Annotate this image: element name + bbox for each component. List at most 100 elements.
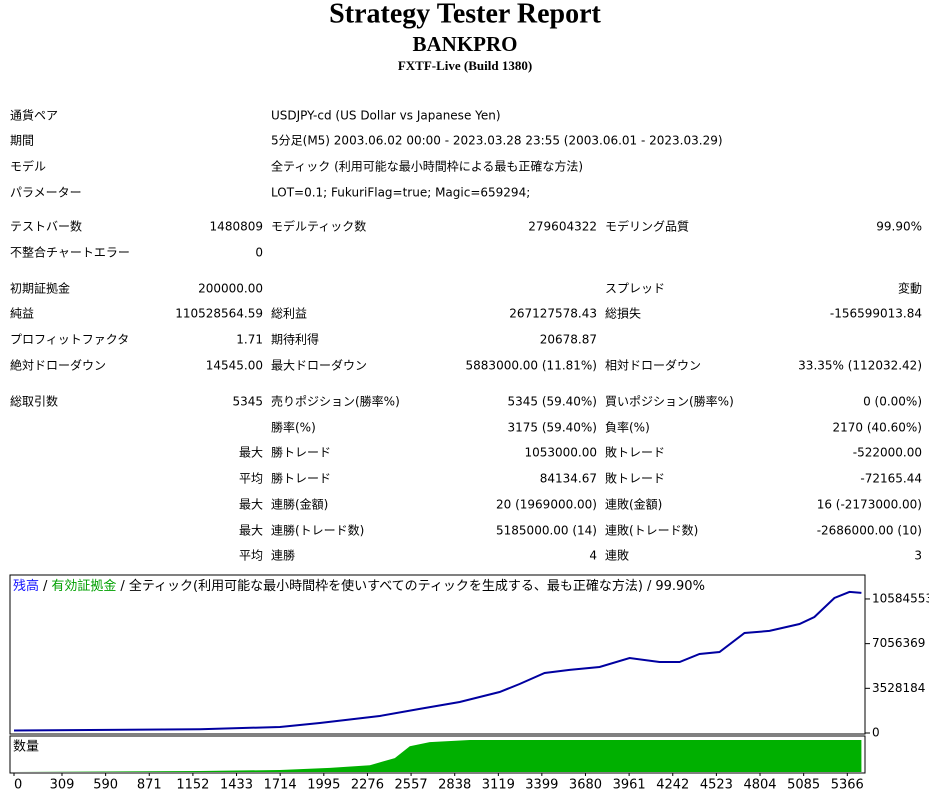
- x-tick-label: 4523: [700, 778, 733, 793]
- x-tick-label: 0: [14, 778, 22, 793]
- setting-label: モデル: [10, 159, 46, 174]
- stat-value: 33.35% (112032.42): [798, 359, 922, 373]
- x-tick-label: 3119: [482, 778, 515, 793]
- stat-label: 連勝: [271, 548, 295, 563]
- stat-value: 3: [914, 549, 922, 563]
- stat-value: 14545.00: [206, 359, 263, 373]
- legend-entry: 99.90%: [655, 579, 705, 594]
- stat-label: 総損失: [605, 306, 641, 321]
- x-tick-label: 5366: [831, 778, 864, 793]
- setting-value: 5分足(M5) 2003.06.02 00:00 - 2023.03.28 23…: [271, 134, 723, 148]
- stat-value: 20 (1969000.00): [496, 498, 597, 512]
- stat-label: 期待利得: [271, 332, 319, 347]
- stat-value: 267127578.43: [509, 307, 597, 321]
- stat-label: 総取引数: [10, 394, 58, 409]
- expert-name: BANKPRO: [413, 32, 518, 56]
- stat-value: 最大: [239, 524, 263, 538]
- stat-value: -2686000.00 (10): [817, 524, 922, 538]
- stat-value: 2170 (40.60%): [833, 421, 922, 435]
- stat-value: 3175 (59.40%): [508, 421, 597, 435]
- x-tick-label: 5085: [787, 778, 820, 793]
- stat-value: 0 (0.00%): [863, 395, 922, 409]
- stat-value: 110528564.59: [175, 307, 263, 321]
- chart-frame: [9, 574, 866, 735]
- x-tick-label: 3961: [613, 778, 646, 793]
- setting-label: 通貨ペア: [10, 108, 58, 123]
- x-tick-label: 3399: [525, 778, 558, 793]
- stat-label: 負率(%): [605, 420, 650, 435]
- stat-label: 初期証拠金: [10, 281, 70, 296]
- x-tick-label: 871: [137, 778, 162, 793]
- stat-label: 絶対ドローダウン: [10, 358, 106, 373]
- x-tick-label: 590: [93, 778, 118, 793]
- x-tick-label: 309: [50, 778, 75, 793]
- stat-value: -72165.44: [860, 472, 922, 486]
- stat-label: 総利益: [271, 307, 307, 321]
- stat-value: 1480809: [210, 220, 263, 234]
- setting-value: USDJPY-cd (US Dollar vs Japanese Yen): [271, 109, 501, 123]
- report-title: Strategy Tester Report: [329, 0, 601, 29]
- legend-separator: /: [647, 579, 652, 594]
- volume-label: 数量: [13, 740, 39, 755]
- x-tick-label: 4804: [743, 778, 776, 793]
- stat-value: 279604322: [528, 220, 597, 234]
- x-tick-label: 1995: [307, 778, 340, 793]
- stat-label: 連勝(金額): [271, 497, 328, 512]
- y-tick-label: 10584553: [872, 591, 929, 605]
- stat-value: -156599013.84: [830, 307, 922, 321]
- stat-label: 売りポジション(勝率%): [271, 394, 400, 409]
- setting-label: 期間: [10, 134, 34, 148]
- stat-label: 敗トレード: [605, 471, 665, 486]
- stat-value: 84134.67: [540, 472, 597, 486]
- stat-label: 勝トレード: [271, 471, 331, 486]
- legend: 残高 / 有効証拠金 / 全ティック(利用可能な最小時間枠を使いすべてのティックを生成す…: [13, 578, 705, 594]
- stat-value: 0: [255, 246, 263, 260]
- stat-value: 99.90%: [876, 220, 922, 234]
- x-tick-label: 2276: [351, 778, 384, 793]
- stat-value: 4: [589, 549, 597, 563]
- legend-entry: 全ティック(利用可能な最小時間枠を使いすべてのティックを生成する、最も正確な方法…: [129, 578, 643, 594]
- stat-label: テストバー数: [10, 219, 82, 234]
- stat-label: 連勝(トレード数): [271, 523, 364, 538]
- x-tick-label: 2838: [438, 778, 471, 793]
- stat-label: 勝トレード: [271, 445, 331, 460]
- stat-label: モデリング品質: [605, 219, 689, 234]
- stat-value: 最大: [239, 446, 263, 460]
- stat-value: -522000.00: [853, 446, 922, 460]
- y-tick-label: 0: [872, 726, 880, 740]
- balance-line: [13, 590, 862, 732]
- stat-value: 16 (-2173000.00): [817, 498, 922, 512]
- stat-label: 不整合チャートエラー: [10, 245, 130, 260]
- y-tick-label: 7056369: [872, 636, 925, 650]
- legend-entry: 残高: [13, 578, 39, 594]
- stat-label: 連敗: [605, 548, 629, 563]
- stat-label: 買いポジション(勝率%): [605, 394, 734, 409]
- stat-value: 5185000.00 (14): [496, 524, 597, 538]
- stat-label: プロフィットファクタ: [10, 333, 129, 347]
- stat-label: 連敗(金額): [605, 497, 662, 512]
- stat-value: 5345 (59.40%): [508, 395, 597, 409]
- x-tick-label: 1433: [220, 778, 253, 793]
- stat-value: 1.71: [236, 333, 263, 347]
- x-tick-label: 2557: [395, 778, 428, 793]
- x-tick-label: 3680: [569, 778, 602, 793]
- stat-label: 勝率(%): [271, 420, 316, 435]
- x-tick-label: 4242: [656, 778, 689, 793]
- stat-label: 最大ドローダウン: [271, 358, 367, 373]
- stat-value: 平均: [239, 472, 263, 486]
- volume-area: [14, 740, 862, 772]
- stat-value: 変動: [898, 281, 922, 296]
- stat-label: 純益: [10, 307, 34, 321]
- server-name: FXTF-Live (Build 1380): [398, 58, 532, 73]
- legend-separator: /: [120, 579, 125, 594]
- stat-value: 20678.87: [540, 333, 597, 347]
- setting-value: LOT=0.1; FukuriFlag=true; Magic=659294;: [271, 186, 530, 200]
- stat-value: 最大: [239, 498, 263, 512]
- setting-value: 全ティック (利用可能な最小時間枠による最も正確な方法): [271, 159, 583, 174]
- x-tick-label: 1714: [264, 778, 297, 793]
- stat-label: 連敗(トレード数): [605, 523, 698, 538]
- stat-label: モデルティック数: [271, 219, 366, 234]
- stat-label: 相対ドローダウン: [605, 358, 701, 373]
- stat-value: 1053000.00: [524, 446, 597, 460]
